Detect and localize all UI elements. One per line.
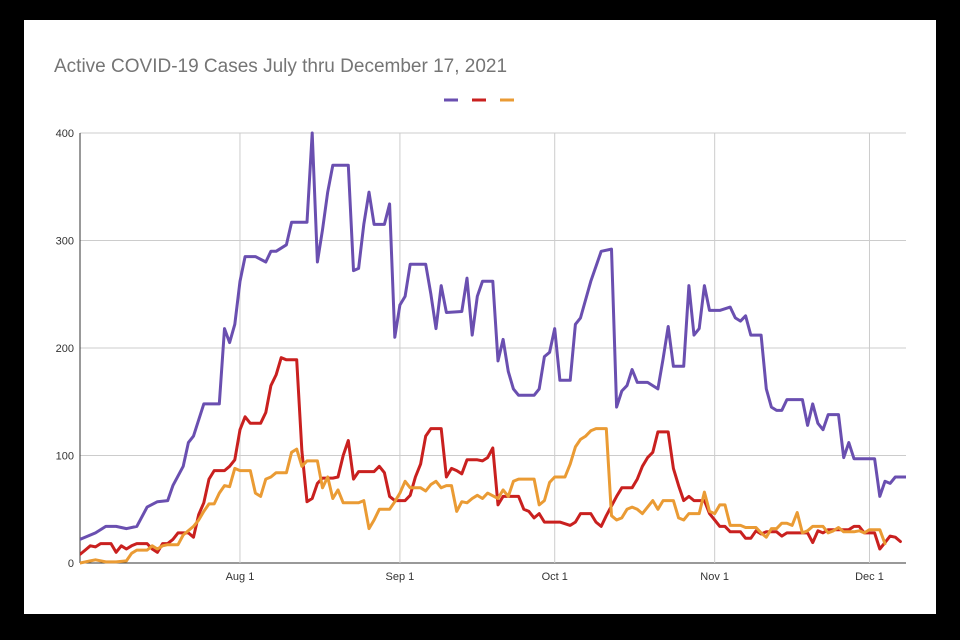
y-tick-label: 0 — [68, 558, 74, 570]
series-line-3 — [80, 427, 887, 565]
y-tick-label: 100 — [56, 451, 74, 463]
x-tick-label: Dec 1 — [855, 571, 884, 583]
chart-title: Active COVID-19 Cases July thru December… — [54, 56, 508, 77]
y-tick-label: 400 — [56, 128, 74, 140]
x-tick-label: Oct 1 — [542, 571, 568, 583]
line-chart: 0 100 200 300 400 Aug 1 Sep 1 Oct 1 Nov 1 Dec 1 — [56, 98, 906, 583]
series-line-1 — [80, 131, 906, 541]
y-tick-label: 200 — [56, 343, 74, 355]
x-tick-label: Aug 1 — [226, 571, 255, 583]
y-tick-label: 300 — [56, 236, 74, 248]
x-tick-label: Nov 1 — [700, 571, 729, 583]
x-tick-label: Sep 1 — [386, 571, 415, 583]
chart-card: Active COVID-19 Cases July thru December… — [24, 20, 936, 614]
series-line-2 — [80, 356, 902, 556]
